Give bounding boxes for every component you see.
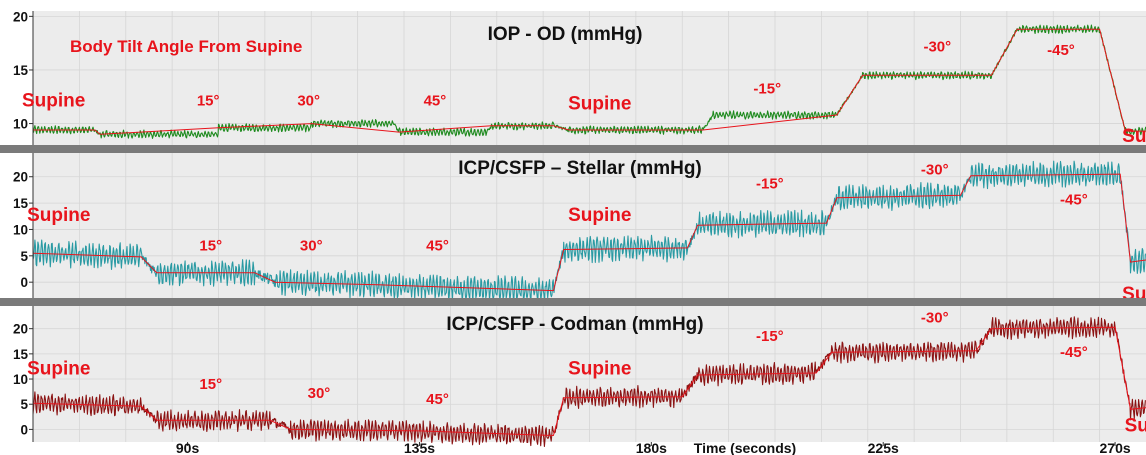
trace-stellar — [32, 160, 1146, 304]
angle-label: -45° — [1047, 42, 1075, 59]
angle-label: 15° — [199, 238, 222, 255]
angle-label: -15° — [753, 81, 781, 98]
angle-label: 30° — [308, 385, 331, 402]
y-tick-label: 5 — [20, 249, 28, 264]
angle-label: 30° — [297, 92, 320, 109]
angle-label: -30° — [923, 39, 951, 56]
y-ticks-stellar: 0 5 10 15 20 — [13, 153, 34, 298]
angle-label: -30° — [921, 310, 949, 327]
trace-iop — [32, 24, 1146, 139]
angle-label: 45° — [424, 92, 447, 109]
grid-stellar — [33, 153, 1146, 298]
y-tick-label: 20 — [13, 9, 28, 24]
title-codman: ICP/CSFP - Codman (mmHg) — [446, 314, 703, 335]
angle-label: Supine — [568, 94, 631, 115]
y-tick-label: 15 — [13, 196, 29, 211]
x-axis: 90s 135s 180s 225s 270s — [176, 440, 1131, 455]
y-tick-label: 10 — [13, 222, 28, 237]
angle-label: Supine — [22, 90, 85, 111]
x-tick-label: 90s — [176, 440, 200, 455]
angle-label: Supine — [568, 359, 631, 380]
x-tick-label: 270s — [1100, 440, 1131, 455]
panel-stellar: 0 5 10 15 20 ICP/CSFP – Stellar (mmHg) Supin… — [13, 153, 1146, 305]
y-tick-label: 10 — [13, 372, 28, 387]
y-ticks-iop: 10 15 20 — [13, 9, 34, 145]
angle-label: Supine — [1125, 415, 1146, 436]
angle-labels-codman: Supine 15° 30° 45° Supine -15° -30° -45° Supine — [27, 310, 1146, 437]
y-ticks-codman: 0 5 10 15 20 — [13, 306, 34, 442]
angle-label: -45° — [1060, 192, 1088, 209]
angle-label: 15° — [197, 92, 220, 109]
title-iop: IOP - OD (mmHg) — [488, 24, 643, 45]
angle-label: 30° — [300, 238, 323, 255]
angle-label: Supine — [568, 205, 631, 226]
angle-label: -15° — [756, 175, 784, 192]
panel-iop: 10 15 20 IOP - OD (mmHg) Body Tilt Angle F… — [13, 9, 1146, 147]
y-tick-label: 15 — [13, 63, 29, 78]
panel-codman: 0 5 10 15 20 ICP/CSFP - Codman (mmHg) Supine… — [13, 306, 1146, 448]
y-tick-label: 15 — [13, 347, 29, 362]
y-tick-label: 20 — [13, 322, 28, 337]
x-axis-label: Time (seconds) — [694, 440, 796, 455]
angle-label: Supine — [27, 359, 90, 380]
trend-line — [32, 173, 1146, 292]
x-tick-label: 225s — [868, 440, 899, 455]
angle-label: 15° — [199, 376, 222, 393]
trace-codman — [32, 316, 1146, 448]
angle-label: Supine — [27, 205, 90, 226]
angle-label: -45° — [1060, 344, 1088, 361]
y-tick-label: 10 — [13, 117, 28, 132]
y-tick-label: 0 — [20, 275, 28, 290]
angle-label: 45° — [426, 391, 449, 408]
x-tick-label: 135s — [404, 440, 435, 455]
panel-separator-1 — [0, 145, 1146, 153]
x-tick-label: 180s — [636, 440, 667, 455]
angle-label: 45° — [426, 238, 449, 255]
angle-label: -30° — [921, 162, 949, 179]
y-tick-label: 20 — [13, 170, 28, 185]
signal-trace — [32, 160, 1146, 304]
y-tick-label: 5 — [20, 397, 28, 412]
angle-label: Supin — [1122, 126, 1146, 147]
angle-label: -15° — [756, 328, 784, 345]
grid-iop — [33, 11, 1146, 145]
title-stellar: ICP/CSFP – Stellar (mmHg) — [458, 158, 702, 179]
trend-line — [32, 326, 1146, 437]
angle-labels-iop: Supine 15° 30° 45° Supine -15° -30° -45° Supin — [22, 39, 1146, 147]
trend-line — [33, 28, 1146, 135]
legend-note-body-tilt: Body Tilt Angle From Supine — [70, 37, 302, 56]
panel-separator-2 — [0, 298, 1146, 306]
y-tick-label: 0 — [20, 422, 28, 437]
